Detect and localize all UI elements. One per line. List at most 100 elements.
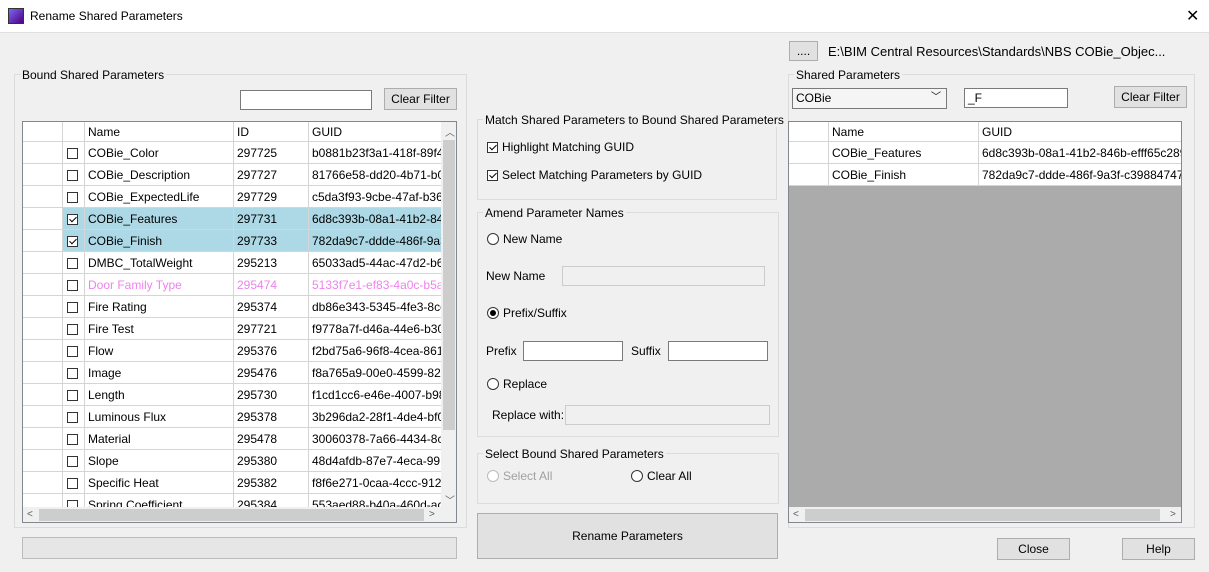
name-cell[interactable]: Luminous Flux: [85, 406, 234, 428]
row-header[interactable]: [23, 296, 63, 318]
guid-cell[interactable]: 48d4afdb-87e7-4eca-9914-: [309, 450, 449, 472]
horizontal-scrollbar[interactable]: < >: [23, 507, 456, 522]
check-box[interactable]: [67, 214, 78, 225]
name-cell[interactable]: Fire Rating: [85, 296, 234, 318]
name-cell[interactable]: Image: [85, 362, 234, 384]
checkbox-cell[interactable]: [63, 230, 85, 252]
checkbox-cell[interactable]: [63, 274, 85, 296]
radio[interactable]: Select All: [487, 469, 552, 483]
id-cell[interactable]: 295376: [234, 340, 309, 362]
shared-filter-textbox[interactable]: _F: [964, 88, 1068, 108]
checkbox-cell[interactable]: [63, 472, 85, 494]
checkbox-cell[interactable]: [63, 208, 85, 230]
guid-cell[interactable]: f8a765a9-00e0-4599-82a7-: [309, 362, 449, 384]
id-cell[interactable]: 295374: [234, 296, 309, 318]
browse-button[interactable]: ....: [789, 41, 818, 61]
name-cell[interactable]: Specific Heat: [85, 472, 234, 494]
vertical-scrollbar[interactable]: ︿ ﹀: [441, 122, 456, 507]
row-header[interactable]: [23, 450, 63, 472]
guid-cell[interactable]: 81766e58-dd20-4b71-b0e5: [309, 164, 449, 186]
guid-cell[interactable]: 782da9c7-ddde-486f-9a3f-c: [309, 230, 449, 252]
id-cell[interactable]: 295476: [234, 362, 309, 384]
guid-cell[interactable]: c5da3f93-9cbe-47af-b36f-4: [309, 186, 449, 208]
guid-cell[interactable]: f9778a7f-d46a-44e6-b30d-8: [309, 318, 449, 340]
checkbox-cell[interactable]: [63, 450, 85, 472]
column-header[interactable]: GUID: [309, 122, 449, 142]
id-cell[interactable]: 297729: [234, 186, 309, 208]
id-cell[interactable]: 297721: [234, 318, 309, 340]
name-cell[interactable]: Length: [85, 384, 234, 406]
checkbox-cell[interactable]: [63, 164, 85, 186]
name-cell[interactable]: Door Family Type: [85, 274, 234, 296]
check-box[interactable]: [67, 434, 78, 445]
suffix-textbox[interactable]: [668, 341, 768, 361]
id-cell[interactable]: 297727: [234, 164, 309, 186]
check-box[interactable]: [67, 368, 78, 379]
check-box[interactable]: [67, 412, 78, 423]
guid-cell[interactable]: 6d8c393b-08a1-41b2-846b-efff65c289ad: [979, 142, 1181, 164]
check-box[interactable]: [67, 346, 78, 357]
check-box[interactable]: [67, 192, 78, 203]
check-box[interactable]: [67, 390, 78, 401]
check-box[interactable]: [67, 280, 78, 291]
guid-cell[interactable]: b0881b23f3a1-418f-89f4-3: [309, 142, 449, 164]
help-button[interactable]: Help: [1122, 538, 1195, 560]
clear-filter-button[interactable]: Clear Filter: [384, 88, 457, 110]
column-header[interactable]: GUID: [979, 122, 1181, 142]
row-header[interactable]: [23, 208, 63, 230]
radio-button[interactable]: [487, 470, 499, 482]
name-cell[interactable]: Material: [85, 428, 234, 450]
id-cell[interactable]: 297731: [234, 208, 309, 230]
row-header[interactable]: [23, 318, 63, 340]
group-dropdown[interactable]: COBie ﹀: [792, 88, 947, 109]
guid-cell[interactable]: 3b296da2-28f1-4de4-bf04-c: [309, 406, 449, 428]
check-box[interactable]: [67, 324, 78, 335]
checkbox[interactable]: Highlight Matching GUID: [487, 140, 634, 154]
filter-textbox[interactable]: [240, 90, 372, 110]
guid-cell[interactable]: 6d8c393b-08a1-41b2-846b: [309, 208, 449, 230]
row-header[interactable]: [23, 362, 63, 384]
guid-cell[interactable]: 782da9c7-ddde-486f-9a3f-c39884747666: [979, 164, 1181, 186]
check-box[interactable]: [67, 258, 78, 269]
name-cell[interactable]: COBie_Color: [85, 142, 234, 164]
guid-cell[interactable]: f2bd75a6-96f8-4cea-8614-e: [309, 340, 449, 362]
guid-cell[interactable]: 65033ad5-44ac-47d2-b6f8-: [309, 252, 449, 274]
checkbox-cell[interactable]: [63, 428, 85, 450]
row-header[interactable]: [789, 164, 829, 186]
check-box[interactable]: [67, 302, 78, 313]
radio[interactable]: Prefix/Suffix: [487, 306, 567, 320]
checkbox-cell[interactable]: [63, 406, 85, 428]
column-header[interactable]: ID: [234, 122, 309, 142]
check-box[interactable]: [67, 456, 78, 467]
radio-button[interactable]: [487, 233, 499, 245]
checkbox-cell[interactable]: [63, 142, 85, 164]
row-header[interactable]: [23, 472, 63, 494]
radio[interactable]: New Name: [487, 232, 562, 246]
row-header[interactable]: [23, 384, 63, 406]
checkbox-cell[interactable]: [63, 186, 85, 208]
clear-filter-button[interactable]: Clear Filter: [1114, 86, 1187, 108]
name-cell[interactable]: COBie_Finish: [85, 230, 234, 252]
id-cell[interactable]: 295380: [234, 450, 309, 472]
check-box[interactable]: [67, 170, 78, 181]
check-box[interactable]: [67, 236, 78, 247]
radio-button[interactable]: [487, 307, 499, 319]
guid-cell[interactable]: 30060378-7a66-4434-8c81: [309, 428, 449, 450]
checkbox-cell[interactable]: [63, 296, 85, 318]
id-cell[interactable]: 295474: [234, 274, 309, 296]
row-header[interactable]: [23, 406, 63, 428]
checkbox-cell[interactable]: [63, 318, 85, 340]
name-cell[interactable]: COBie_Features: [829, 142, 979, 164]
radio-button[interactable]: [631, 470, 643, 482]
row-header[interactable]: [23, 252, 63, 274]
id-cell[interactable]: 295730: [234, 384, 309, 406]
checkbox-cell[interactable]: [63, 384, 85, 406]
name-cell[interactable]: Flow: [85, 340, 234, 362]
guid-cell[interactable]: f1cd1cc6-e46e-4007-b980-: [309, 384, 449, 406]
column-header[interactable]: Name: [829, 122, 979, 142]
row-header[interactable]: [23, 230, 63, 252]
id-cell[interactable]: 295213: [234, 252, 309, 274]
id-cell[interactable]: 295382: [234, 472, 309, 494]
check-box[interactable]: [67, 148, 78, 159]
id-cell[interactable]: 295478: [234, 428, 309, 450]
